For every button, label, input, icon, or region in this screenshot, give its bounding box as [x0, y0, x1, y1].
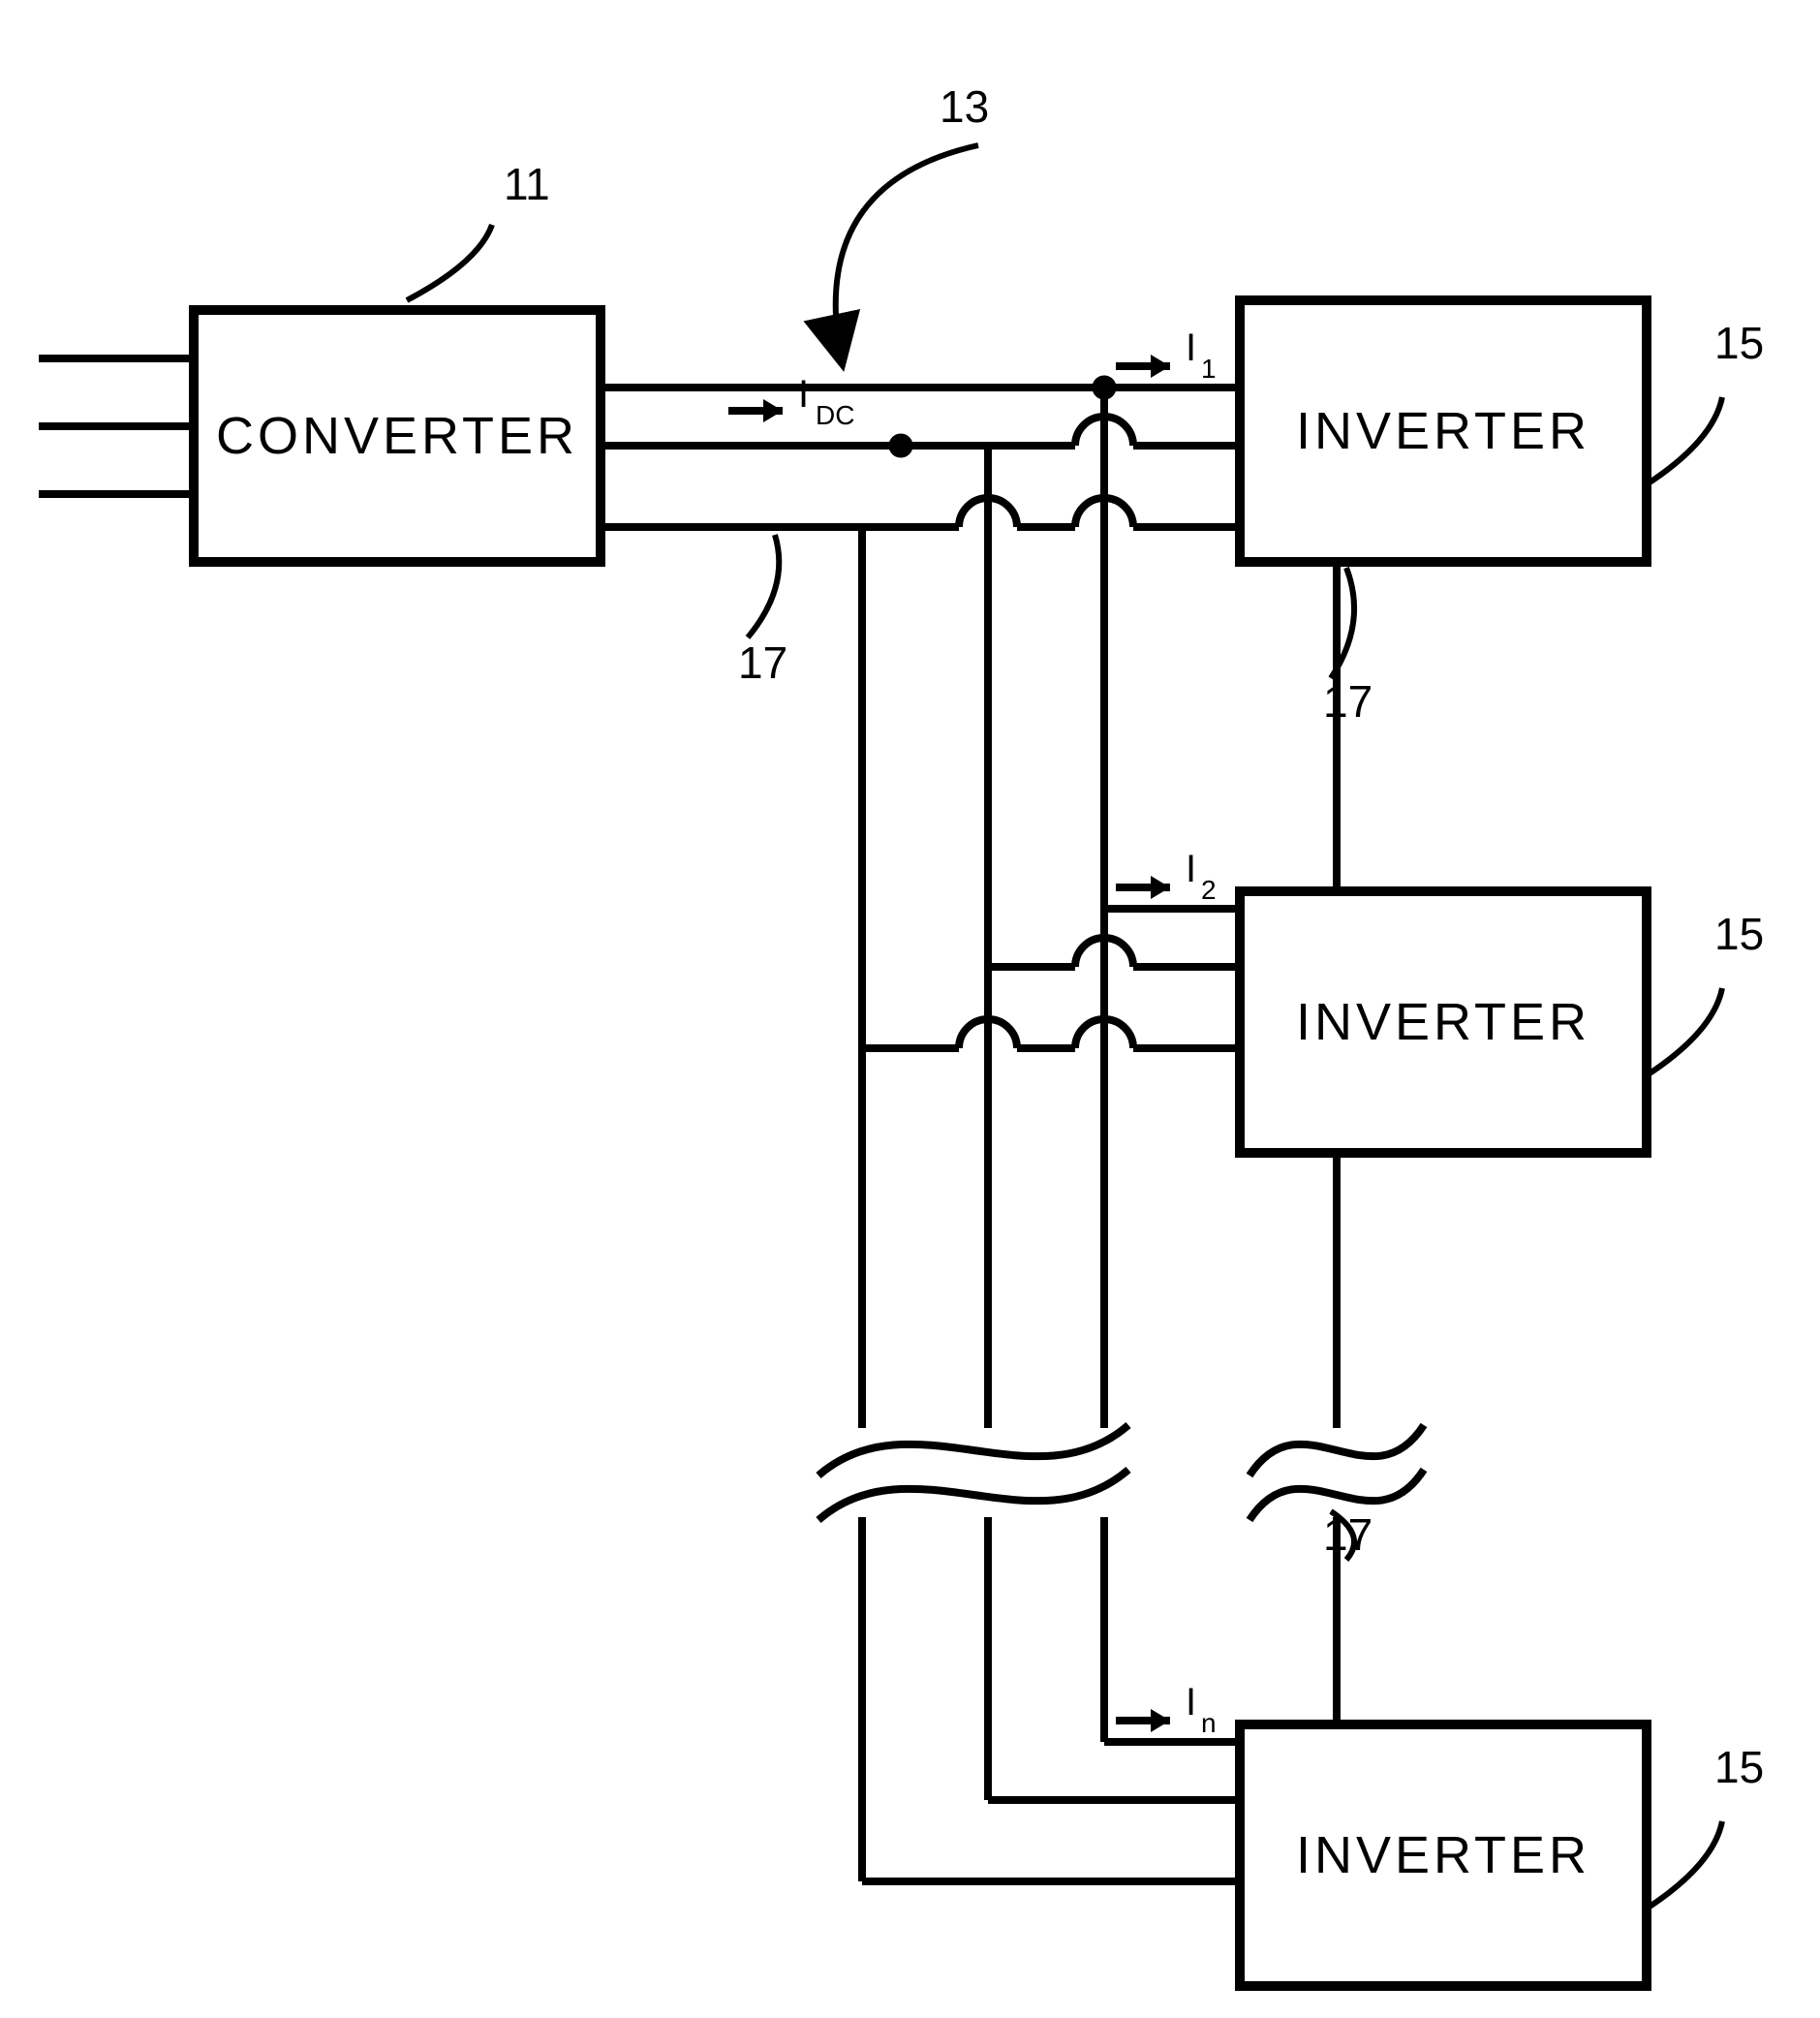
idc-subscript: DC — [816, 400, 854, 430]
inverter-3-label: INVERTER — [1296, 1826, 1590, 1884]
inverter-1-label: INVERTER — [1296, 402, 1590, 460]
ref-11: 11 — [504, 159, 550, 209]
ref-15-3: 15 — [1714, 1742, 1764, 1792]
ref-17-b: 17 — [1323, 676, 1373, 727]
current-2-subscript: 2 — [1201, 875, 1217, 905]
idc-label: I — [798, 373, 809, 416]
current-3-subscript: n — [1201, 1708, 1217, 1738]
current-2-label: I — [1186, 848, 1196, 890]
current-1-subscript: 1 — [1201, 354, 1217, 384]
inverter-2-label: INVERTER — [1296, 993, 1590, 1051]
current-3-label: I — [1186, 1681, 1196, 1723]
ref-15-2: 15 — [1714, 909, 1764, 959]
ref-15-1: 15 — [1714, 318, 1764, 368]
current-1-label: I — [1186, 326, 1196, 369]
converter-label: CONVERTER — [216, 407, 578, 465]
ref-17-a: 17 — [738, 637, 787, 688]
ref-17-c: 17 — [1323, 1509, 1373, 1560]
ref-13: 13 — [940, 81, 989, 132]
